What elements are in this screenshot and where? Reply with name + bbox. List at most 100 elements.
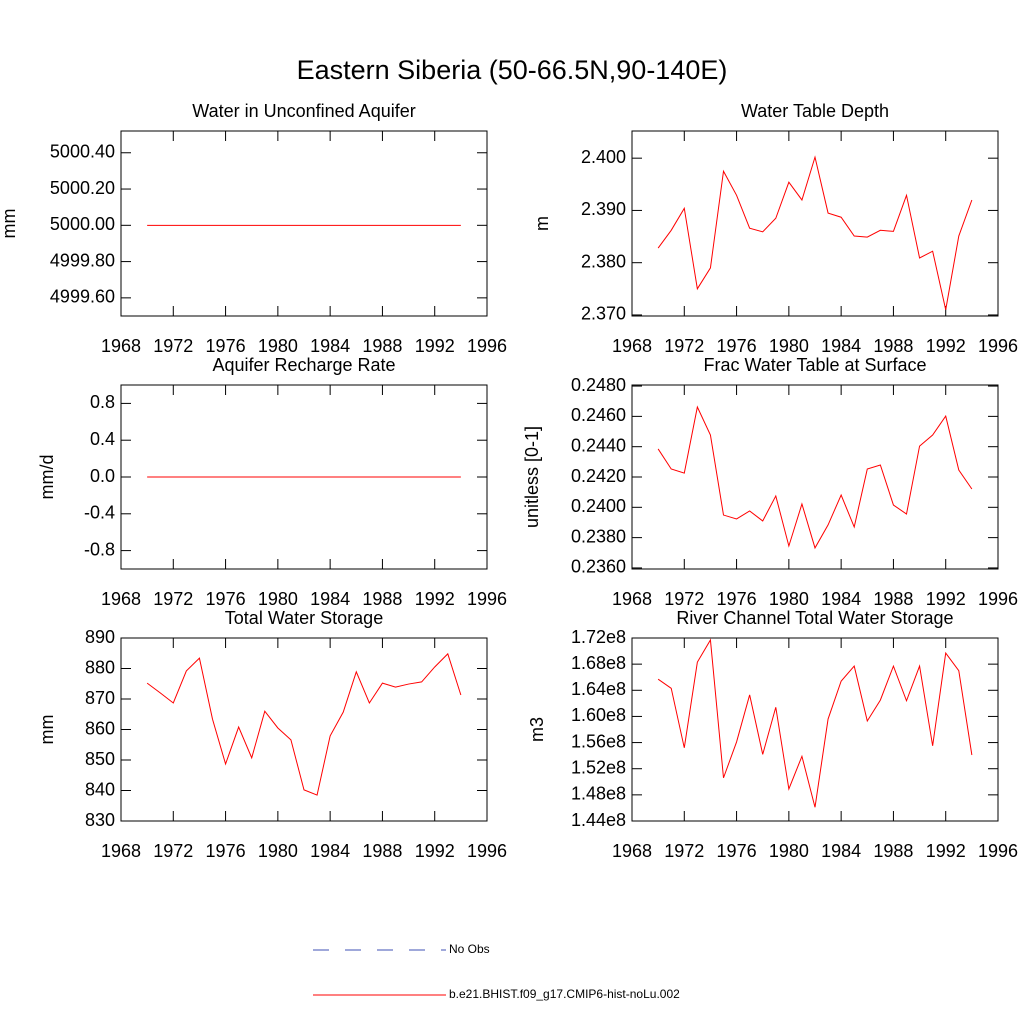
x-tick-label: 1988 — [362, 841, 402, 861]
panel-title: Total Water Storage — [225, 608, 383, 628]
y-tick-label: 0.2360 — [571, 557, 626, 577]
y-tick-label: 880 — [85, 657, 115, 677]
y-tick-label: 1.68e8 — [571, 653, 626, 673]
y-tick-label: 4999.80 — [50, 250, 115, 270]
x-tick-label: 1980 — [258, 336, 298, 356]
x-tick-label: 1984 — [310, 589, 350, 609]
x-tick-label: 1980 — [769, 589, 809, 609]
y-axis-label: m — [532, 216, 552, 231]
plot-frame — [631, 384, 999, 570]
y-tick-label: 850 — [85, 749, 115, 769]
y-tick-label: 2.390 — [581, 199, 626, 219]
y-tick-label: 0.2380 — [571, 526, 626, 546]
x-tick-label: 1988 — [873, 589, 913, 609]
x-tick-label: 1968 — [612, 336, 652, 356]
x-tick-label: 1972 — [153, 589, 193, 609]
x-tick-label: 1988 — [873, 841, 913, 861]
x-tick-label: 1968 — [612, 589, 652, 609]
plot-frame — [631, 130, 999, 317]
y-tick-label: 1.56e8 — [571, 731, 626, 751]
plot-frame — [120, 130, 488, 317]
y-axis-label: mm/d — [37, 455, 57, 500]
y-axis-label: unitless [0-1] — [522, 426, 542, 528]
y-tick-label: 1.60e8 — [571, 705, 626, 725]
x-tick-label: 1988 — [362, 589, 402, 609]
y-tick-label: -0.4 — [84, 503, 115, 523]
y-tick-label: 2.370 — [581, 304, 626, 324]
panel-title: Aquifer Recharge Rate — [212, 355, 395, 375]
y-tick-label: 0.8 — [90, 392, 115, 412]
x-tick-label: 1976 — [717, 841, 757, 861]
plot-frame — [120, 384, 488, 570]
y-axis-label: mm — [37, 715, 57, 745]
y-tick-label: 5000.40 — [50, 142, 115, 162]
x-tick-label: 1980 — [769, 336, 809, 356]
x-tick-label: 1992 — [415, 589, 455, 609]
y-tick-label: 1.48e8 — [571, 784, 626, 804]
x-tick-label: 1968 — [101, 841, 141, 861]
x-tick-label: 1980 — [258, 589, 298, 609]
y-axis-label: mm — [0, 209, 19, 239]
y-tick-label: 1.64e8 — [571, 679, 626, 699]
x-tick-label: 1996 — [467, 336, 507, 356]
y-tick-label: 0.4 — [90, 429, 115, 449]
x-tick-label: 1984 — [821, 589, 861, 609]
y-tick-label: 1.72e8 — [571, 627, 626, 647]
y-tick-label: 2.400 — [581, 147, 626, 167]
x-tick-label: 1996 — [978, 589, 1018, 609]
x-tick-label: 1984 — [310, 336, 350, 356]
y-tick-label: 890 — [85, 627, 115, 647]
x-tick-label: 1980 — [769, 841, 809, 861]
x-tick-label: 1976 — [206, 841, 246, 861]
y-tick-label: 0.2420 — [571, 466, 626, 486]
legend-label: No Obs — [449, 942, 490, 956]
y-tick-label: 1.52e8 — [571, 757, 626, 777]
y-tick-label: 870 — [85, 688, 115, 708]
x-tick-label: 1992 — [926, 589, 966, 609]
y-tick-label: 860 — [85, 718, 115, 738]
panel-title: Frac Water Table at Surface — [703, 355, 926, 375]
y-tick-label: 5000.20 — [50, 178, 115, 198]
x-tick-label: 1972 — [153, 336, 193, 356]
x-tick-label: 1972 — [664, 841, 704, 861]
y-axis-label: m3 — [527, 717, 547, 742]
data-line — [657, 638, 973, 808]
x-tick-label: 1996 — [978, 336, 1018, 356]
x-tick-label: 1968 — [101, 589, 141, 609]
x-tick-label: 1984 — [821, 336, 861, 356]
x-tick-label: 1992 — [926, 841, 966, 861]
plot-frame — [631, 637, 999, 822]
y-tick-label: 0.2440 — [571, 435, 626, 455]
plot-frame — [120, 637, 488, 822]
x-tick-label: 1976 — [717, 589, 757, 609]
x-tick-label: 1984 — [310, 841, 350, 861]
y-tick-label: 0.2400 — [571, 496, 626, 516]
y-tick-label: 5000.00 — [50, 214, 115, 234]
panel-title: River Channel Total Water Storage — [676, 608, 953, 628]
x-tick-label: 1968 — [101, 336, 141, 356]
y-tick-label: 0.0 — [90, 466, 115, 486]
x-tick-label: 1984 — [821, 841, 861, 861]
x-tick-label: 1996 — [467, 589, 507, 609]
y-tick-label: 830 — [85, 810, 115, 830]
x-tick-label: 1996 — [978, 841, 1018, 861]
x-tick-label: 1996 — [467, 841, 507, 861]
x-tick-label: 1976 — [717, 336, 757, 356]
x-tick-label: 1972 — [664, 336, 704, 356]
x-tick-label: 1992 — [415, 336, 455, 356]
x-tick-label: 1968 — [612, 841, 652, 861]
x-tick-label: 1988 — [873, 336, 913, 356]
y-tick-label: 1.44e8 — [571, 810, 626, 830]
panel-title: Water Table Depth — [741, 101, 889, 121]
x-tick-label: 1972 — [153, 841, 193, 861]
data-line — [146, 652, 462, 796]
x-tick-label: 1992 — [926, 336, 966, 356]
x-tick-label: 1980 — [258, 841, 298, 861]
figure-title: Eastern Siberia (50-66.5N,90-140E) — [297, 55, 728, 85]
y-tick-label: 4999.60 — [50, 287, 115, 307]
x-tick-label: 1976 — [206, 589, 246, 609]
y-tick-label: 840 — [85, 779, 115, 799]
x-tick-label: 1972 — [664, 589, 704, 609]
x-tick-label: 1988 — [362, 336, 402, 356]
